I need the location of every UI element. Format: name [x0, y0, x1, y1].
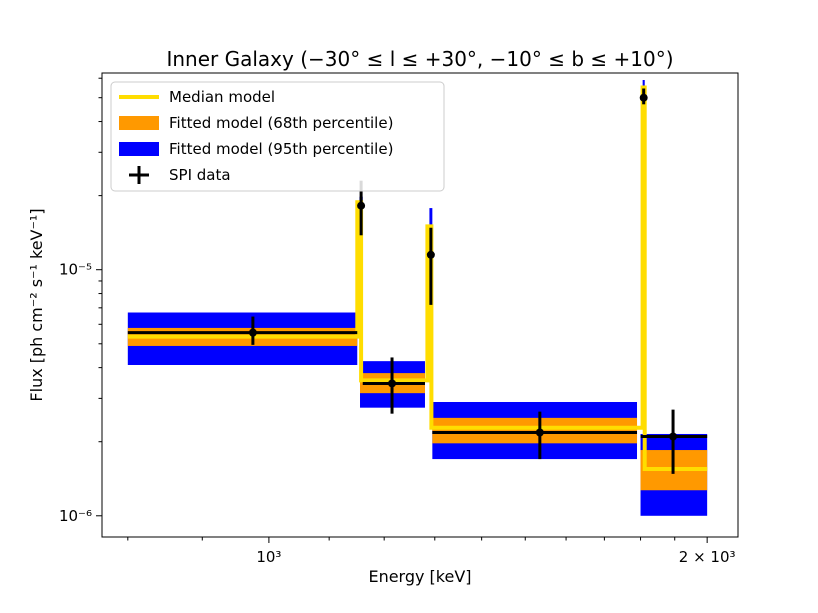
y-tick-label: 10⁻⁶	[59, 507, 92, 525]
spi-data-point	[388, 379, 397, 388]
legend: Median model Fitted model (68th percentil…	[110, 81, 445, 192]
spi-data-point	[248, 328, 257, 337]
legend-label: Median model	[169, 88, 275, 106]
y-axis-label: Flux [ph cm⁻² s⁻¹ keV⁻¹]	[27, 208, 46, 401]
spi-data-point	[357, 201, 366, 210]
axis-ticks: 10³ 2 × 10³ 10⁻⁶ 10⁻⁵	[59, 77, 736, 566]
y-tick-label: 10⁻⁵	[59, 261, 92, 279]
spi-data-point	[669, 432, 678, 441]
axes-frame	[101, 72, 739, 538]
legend-label: Fitted model (95th percentile)	[169, 140, 393, 158]
legend-label: SPI data	[169, 166, 231, 184]
spi-data-point	[426, 250, 435, 259]
p68-band	[432, 417, 638, 444]
x-axis-label: Energy [keV]	[368, 567, 471, 586]
plot-area	[127, 80, 708, 516]
legend-patch-swatch	[119, 142, 159, 156]
legend-patch-swatch	[119, 116, 159, 130]
median-model-line	[127, 85, 708, 471]
x-tick-label: 2 × 10³	[679, 548, 736, 566]
x-tick-label: 10³	[256, 548, 281, 566]
spi-data-point	[535, 428, 544, 437]
chart-title: Inner Galaxy (−30° ≤ l ≤ +30°, −10° ≤ b …	[166, 47, 673, 71]
spi-data-point	[639, 93, 648, 102]
legend-frame	[110, 81, 445, 192]
legend-label: Fitted model (68th percentile)	[169, 114, 393, 132]
